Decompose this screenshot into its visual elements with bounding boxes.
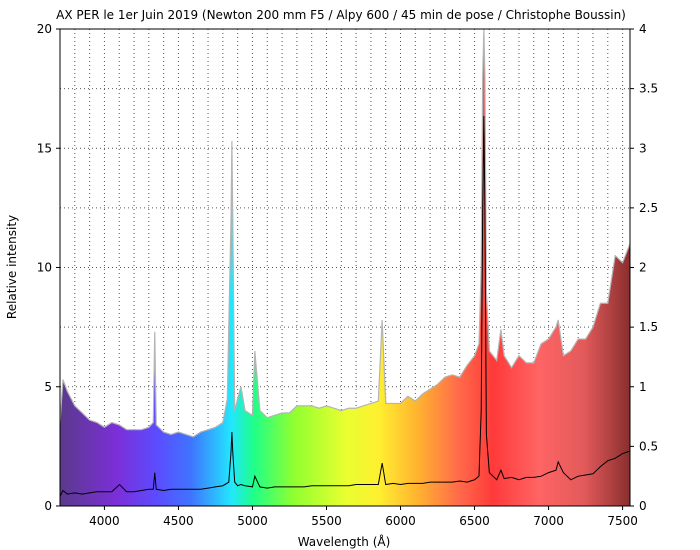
x-tick-label: 5500	[311, 514, 342, 528]
y2-tick-label: 0.5	[639, 439, 658, 453]
x-tick-label: 7000	[533, 514, 564, 528]
spectrum-line	[60, 116, 630, 497]
profile-line	[60, 116, 630, 497]
x-tick-label: 4500	[163, 514, 194, 528]
y2-tick-label: 1.5	[639, 320, 658, 334]
x-tick-label: 4000	[89, 514, 120, 528]
spectrum-fill	[60, 29, 630, 506]
x-tick-label: 7500	[607, 514, 638, 528]
x-axis-ticks: 4000 4500 5000 5500 6000 6500 7000 7500	[89, 506, 638, 528]
y2-tick-label: 2	[639, 261, 647, 275]
y-tick-label: 15	[37, 141, 52, 155]
y2-tick-label: 0	[639, 499, 647, 513]
y2-tick-label: 3.5	[639, 82, 658, 96]
y-tick-label: 10	[37, 261, 52, 275]
spectrum-area	[60, 29, 630, 506]
y2-tick-label: 4	[639, 22, 647, 36]
x-tick-label: 6000	[385, 514, 416, 528]
y-tick-label: 0	[44, 499, 52, 513]
x-tick-label: 5000	[237, 514, 268, 528]
y2-tick-label: 3	[639, 141, 647, 155]
y2-axis-ticks: 0 0.5 1 1.5 2 2.5 3 3.5 4	[630, 22, 658, 513]
y-axis-label: Relative intensity	[5, 215, 19, 319]
y-tick-label: 20	[37, 22, 52, 36]
y2-tick-label: 2.5	[639, 201, 658, 215]
spectrum-outline	[60, 29, 630, 438]
x-axis-label: Wavelength (Å)	[298, 534, 391, 549]
y-tick-label: 5	[44, 380, 52, 394]
y-axis-ticks: 0 5 10 15 20	[37, 22, 60, 513]
x-tick-label: 6500	[459, 514, 490, 528]
chart-title: AX PER le 1er Juin 2019 (Newton 200 mm F…	[56, 8, 626, 22]
y2-tick-label: 1	[639, 380, 647, 394]
